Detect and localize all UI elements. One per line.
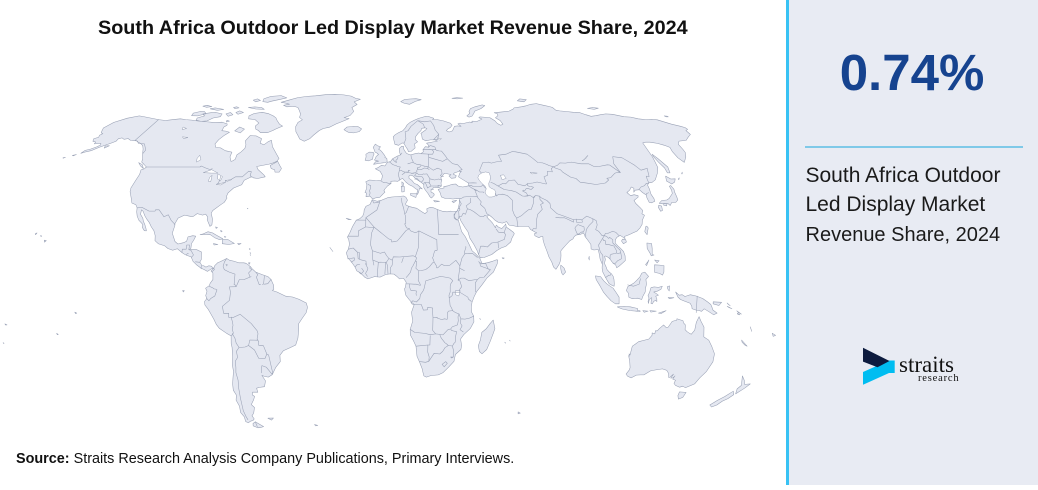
svg-text:research: research (918, 373, 959, 384)
svg-text:straits: straits (899, 352, 954, 377)
